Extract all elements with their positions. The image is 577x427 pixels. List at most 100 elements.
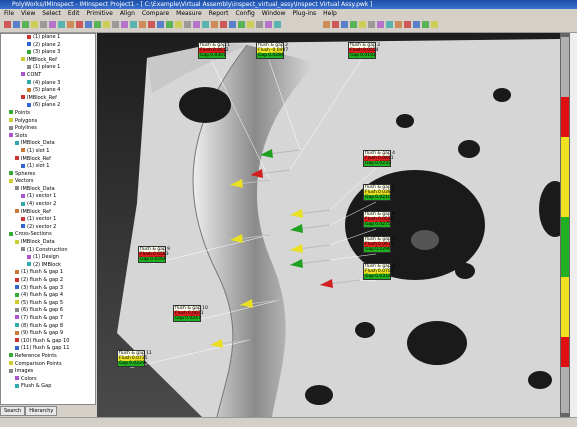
menu-item[interactable]: Config: [235, 10, 255, 17]
tree-item[interactable]: Slots: [1, 133, 95, 141]
tree-item[interactable]: CONT: [1, 72, 95, 80]
menu-item[interactable]: Window: [261, 10, 286, 17]
tree-item[interactable]: (1) flush & gap 1: [1, 269, 95, 277]
callout[interactable]: flush & gap 5 Flush 0.0387 Gap 0.0210: [363, 184, 395, 201]
tree-item[interactable]: (5) flush & gap 5: [1, 300, 95, 308]
toolbar-button[interactable]: [184, 21, 191, 28]
toolbar-button[interactable]: [422, 21, 429, 28]
tree-item[interactable]: (9) flush & gap 9: [1, 330, 95, 338]
toolbar-button[interactable]: [193, 21, 200, 28]
toolbar-button[interactable]: [130, 21, 137, 28]
toolbar-button[interactable]: [103, 21, 110, 28]
toolbar-button[interactable]: [121, 21, 128, 28]
menu-item[interactable]: Compare: [141, 10, 170, 17]
toolbar-button[interactable]: [76, 21, 83, 28]
tree-item[interactable]: (3) plane 3: [1, 49, 95, 57]
callout[interactable]: flush & gap 4 Flush 0.0441 Gap 0.0233: [363, 150, 395, 167]
tree-item[interactable]: (4) vector 2: [1, 201, 95, 209]
tree-item[interactable]: Cross-Sections: [1, 231, 95, 239]
toolbar-button[interactable]: [94, 21, 101, 28]
toolbar-button[interactable]: [58, 21, 65, 28]
menu-item[interactable]: File: [4, 10, 15, 17]
tree-item[interactable]: Spheres: [1, 171, 95, 179]
tree-item[interactable]: Flush & Gap: [1, 383, 95, 391]
tree-item[interactable]: IMBlock_Ref: [1, 57, 95, 65]
tree-item[interactable]: (3) flush & gap 3: [1, 285, 95, 293]
tree-item[interactable]: (1) Design: [1, 254, 95, 262]
toolbar-button[interactable]: [431, 21, 438, 28]
toolbar-button[interactable]: [148, 21, 155, 28]
tree-item[interactable]: IMBlock_Data: [1, 239, 95, 247]
menu-item[interactable]: Edit: [67, 10, 80, 17]
tree-item[interactable]: IMBlock_Data: [1, 140, 95, 148]
menu-item[interactable]: Help: [323, 10, 337, 17]
tree-item[interactable]: (1) plane 1: [1, 64, 95, 72]
callout[interactable]: flush & gap 11 Flush 0.0735 Gap 0.0229: [117, 350, 152, 367]
tree-item[interactable]: (1) Construction: [1, 247, 95, 255]
toolbar-button[interactable]: [404, 21, 411, 28]
toolbar-button[interactable]: [274, 21, 281, 28]
toolbar-button[interactable]: [166, 21, 173, 28]
tree-item[interactable]: Comparison Points: [1, 361, 95, 369]
toolbar-button[interactable]: [202, 21, 209, 28]
toolbar-button[interactable]: [341, 21, 348, 28]
tree-item[interactable]: Polygons: [1, 118, 95, 126]
menu-item[interactable]: Align: [119, 10, 135, 17]
toolbar-button[interactable]: [67, 21, 74, 28]
menu-item[interactable]: Plug-ins: [292, 10, 317, 17]
toolbar-button[interactable]: [413, 21, 420, 28]
toolbar-button[interactable]: [4, 21, 11, 28]
tree-item[interactable]: Reference Points: [1, 353, 95, 361]
callout[interactable]: flush & gap 1 Flush 0.0612 Gap 0.0301: [198, 42, 230, 59]
tree-item[interactable]: Vectors: [1, 178, 95, 186]
menu-item[interactable]: Select: [42, 10, 61, 17]
toolbar-button[interactable]: [85, 21, 92, 28]
toolbar-button[interactable]: [22, 21, 29, 28]
toolbar-button[interactable]: [350, 21, 357, 28]
tree-item[interactable]: (11) flush & gap 11: [1, 345, 95, 353]
toolbar-button[interactable]: [323, 21, 330, 28]
tree-item[interactable]: IMBlock_Ref: [1, 156, 95, 164]
menu-item[interactable]: Measure: [176, 10, 202, 17]
tree-item[interactable]: Points: [1, 110, 95, 118]
callout[interactable]: flush & gap 6 Flush 0.0526 Gap 0.0275: [363, 211, 395, 228]
toolbar-button[interactable]: [256, 21, 263, 28]
tab[interactable]: Search: [0, 406, 26, 416]
tree-item[interactable]: IMBlock_Ref: [1, 209, 95, 217]
callout[interactable]: flush & gap 9 Flush 0.0583 Gap 0.0264: [138, 246, 170, 263]
tree-item[interactable]: (6) plane 2: [1, 102, 95, 110]
tree-item[interactable]: (10) flush & gap 10: [1, 338, 95, 346]
tree-item[interactable]: (2) flush & gap 2: [1, 277, 95, 285]
tree-item[interactable]: (5) plane 4: [1, 87, 95, 95]
toolbar-button[interactable]: [139, 21, 146, 28]
tree-item[interactable]: Colors: [1, 376, 95, 384]
toolbar-button[interactable]: [211, 21, 218, 28]
toolbar-button[interactable]: [238, 21, 245, 28]
toolbar-button[interactable]: [40, 21, 47, 28]
toolbar-button[interactable]: [247, 21, 254, 28]
toolbar-button[interactable]: [265, 21, 272, 28]
toolbar-button[interactable]: [112, 21, 119, 28]
toolbar-button[interactable]: [359, 21, 366, 28]
toolbar-button[interactable]: [157, 21, 164, 28]
tree-item[interactable]: (4) flush & gap 4: [1, 292, 95, 300]
toolbar-button[interactable]: [31, 21, 38, 28]
toolbar-button[interactable]: [175, 21, 182, 28]
toolbar-button[interactable]: [332, 21, 339, 28]
tab[interactable]: Hierarchy: [25, 406, 58, 416]
toolbar-button[interactable]: [49, 21, 56, 28]
tree-item[interactable]: (8) flush & gap 8: [1, 323, 95, 331]
tree-item[interactable]: Polylines: [1, 125, 95, 133]
tree-item[interactable]: (1) slot 1: [1, 163, 95, 171]
menu-item[interactable]: Report: [208, 10, 229, 17]
tree-item[interactable]: (4) plane 3: [1, 80, 95, 88]
tree-item[interactable]: (7) flush & gap 7: [1, 315, 95, 323]
callout[interactable]: flush & gap 8 Flush 0.0702 Gap 0.0318: [363, 263, 395, 280]
tree-item[interactable]: IMBlock_Data: [1, 186, 95, 194]
toolbar-button[interactable]: [368, 21, 375, 28]
callout[interactable]: flush & gap 7 Flush 0.0618 Gap 0.0296: [363, 236, 395, 253]
menu-item[interactable]: View: [21, 10, 36, 17]
tree-item[interactable]: IMBlock_Ref: [1, 95, 95, 103]
callout[interactable]: flush & gap 3 Flush 0.0554 Gap 0.0192: [348, 42, 380, 59]
toolbar-button[interactable]: [220, 21, 227, 28]
